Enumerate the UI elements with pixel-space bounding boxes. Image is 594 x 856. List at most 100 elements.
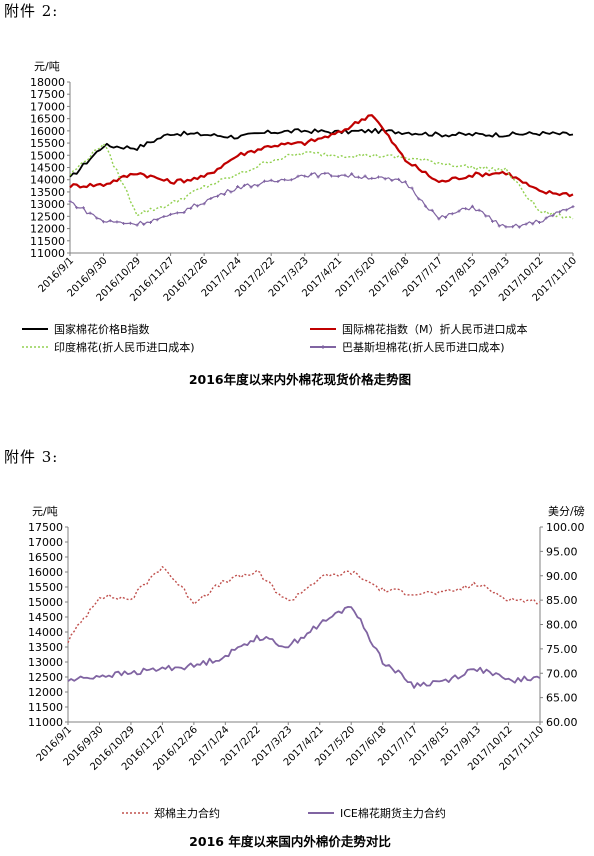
series-marker: [330, 174, 334, 178]
series-line-2: [69, 114, 574, 198]
series-marker: [202, 202, 206, 206]
series-marker: [216, 194, 220, 198]
series-marker: [135, 223, 139, 227]
y-tick-label: 16500: [28, 551, 63, 564]
series-marker: [229, 190, 233, 194]
series-line-1: [67, 566, 541, 644]
series-marker: [81, 206, 85, 210]
series-line-3: [69, 143, 574, 220]
y-tick-label: 14500: [28, 611, 63, 624]
legend-label-3: 印度棉花(折人民币进口成本): [54, 340, 195, 354]
y-axis-unit: 元/吨: [34, 60, 60, 73]
y2-tick-label: 85.00: [546, 594, 578, 607]
series-marker: [269, 178, 273, 182]
series-marker: [88, 211, 92, 215]
y-tick-label: 12000: [30, 223, 65, 236]
y-tick-label: 15500: [30, 137, 65, 150]
series-marker: [256, 184, 260, 188]
series-marker: [175, 211, 179, 215]
series-marker: [283, 178, 287, 182]
series-marker: [209, 196, 213, 200]
series-marker: [249, 185, 253, 189]
series-marker: [350, 172, 354, 176]
y-tick-label: 11500: [28, 701, 63, 714]
series-marker: [142, 222, 146, 226]
y2-tick-label: 70.00: [546, 667, 578, 680]
series-marker: [309, 172, 313, 176]
series-marker: [316, 175, 320, 179]
series-marker: [377, 175, 381, 179]
series-marker: [343, 173, 347, 177]
series-line-1: [69, 127, 574, 178]
series-marker: [95, 216, 99, 220]
y2-tick-label: 100.00: [546, 521, 585, 534]
series-marker: [75, 206, 79, 210]
legend-label-1: 国家棉花价格B指数: [54, 322, 150, 336]
y-tick-label: 13500: [28, 641, 63, 654]
series-marker: [537, 220, 541, 224]
y-tick-label: 15000: [28, 596, 63, 609]
y2-tick-label: 60.00: [546, 716, 578, 729]
y-tick-label: 13000: [30, 198, 65, 211]
y-tick-label: 17500: [28, 521, 63, 534]
series-marker: [457, 209, 461, 213]
series-marker: [242, 183, 246, 187]
series-marker: [148, 220, 152, 224]
y-tick-label: 12000: [28, 686, 63, 699]
series-marker: [182, 211, 186, 215]
series-marker: [571, 205, 575, 209]
series-marker: [491, 219, 495, 223]
legend-label-2: 国际棉花指数（M）折人民币进口成本: [342, 322, 528, 336]
series-marker: [236, 185, 240, 189]
series-marker: [102, 220, 106, 224]
series-marker: [403, 180, 407, 184]
chart-1: 1100011500120001250013000135001400014500…: [22, 60, 579, 387]
series-marker: [558, 210, 562, 214]
y-tick-label: 12500: [30, 210, 65, 223]
series-marker: [564, 208, 568, 212]
y-tick-label: 17000: [30, 100, 65, 113]
y-tick-label: 16000: [28, 566, 63, 579]
series-marker: [430, 208, 434, 212]
legend-label-2: ICE棉花期货主力合约: [340, 806, 446, 820]
series-marker: [356, 175, 360, 179]
annex3-label: 附件 3:: [4, 448, 59, 466]
series-marker: [511, 225, 515, 229]
y2-tick-label: 90.00: [546, 570, 578, 583]
y-tick-label: 11500: [30, 235, 65, 248]
series-marker: [128, 221, 132, 225]
series-line-2: [67, 606, 541, 689]
y-tick-label: 12500: [28, 671, 63, 684]
y2-tick-label: 80.00: [546, 619, 578, 632]
series-marker: [189, 206, 193, 210]
series-marker: [155, 218, 159, 222]
series-marker: [444, 215, 448, 219]
annex2-label: 附件 2:: [4, 2, 59, 20]
chart-2: 11000 11500 12000 12500 13000 13500 14000 14500…: [28, 504, 585, 849]
y-tick-label: 18000: [30, 76, 65, 89]
chart-title: 2016 年度以来国内外棉价走势对比: [189, 834, 391, 849]
series-marker: [115, 220, 119, 224]
series-marker: [336, 174, 340, 178]
y-tick-label: 11000: [30, 247, 65, 260]
series-marker: [276, 179, 280, 183]
series-marker: [497, 224, 501, 228]
series-marker: [122, 222, 126, 226]
series-marker: [437, 217, 441, 221]
y-tick-label: 17500: [30, 88, 65, 101]
series-marker: [195, 204, 199, 208]
y-tick-label: 15500: [28, 581, 63, 594]
y-tick-label: 16000: [30, 125, 65, 138]
series-marker: [363, 174, 367, 178]
y-tick-label: 11000: [28, 716, 63, 729]
series-marker: [262, 179, 266, 183]
series-marker: [303, 174, 307, 178]
series-marker: [517, 225, 521, 229]
series-line-4: [69, 172, 574, 228]
y2-tick-label: 75.00: [546, 643, 578, 656]
series-marker: [470, 204, 474, 208]
series-marker: [68, 199, 72, 203]
y-tick-label: 16500: [30, 113, 65, 126]
y-tick-label: 15000: [30, 149, 65, 162]
